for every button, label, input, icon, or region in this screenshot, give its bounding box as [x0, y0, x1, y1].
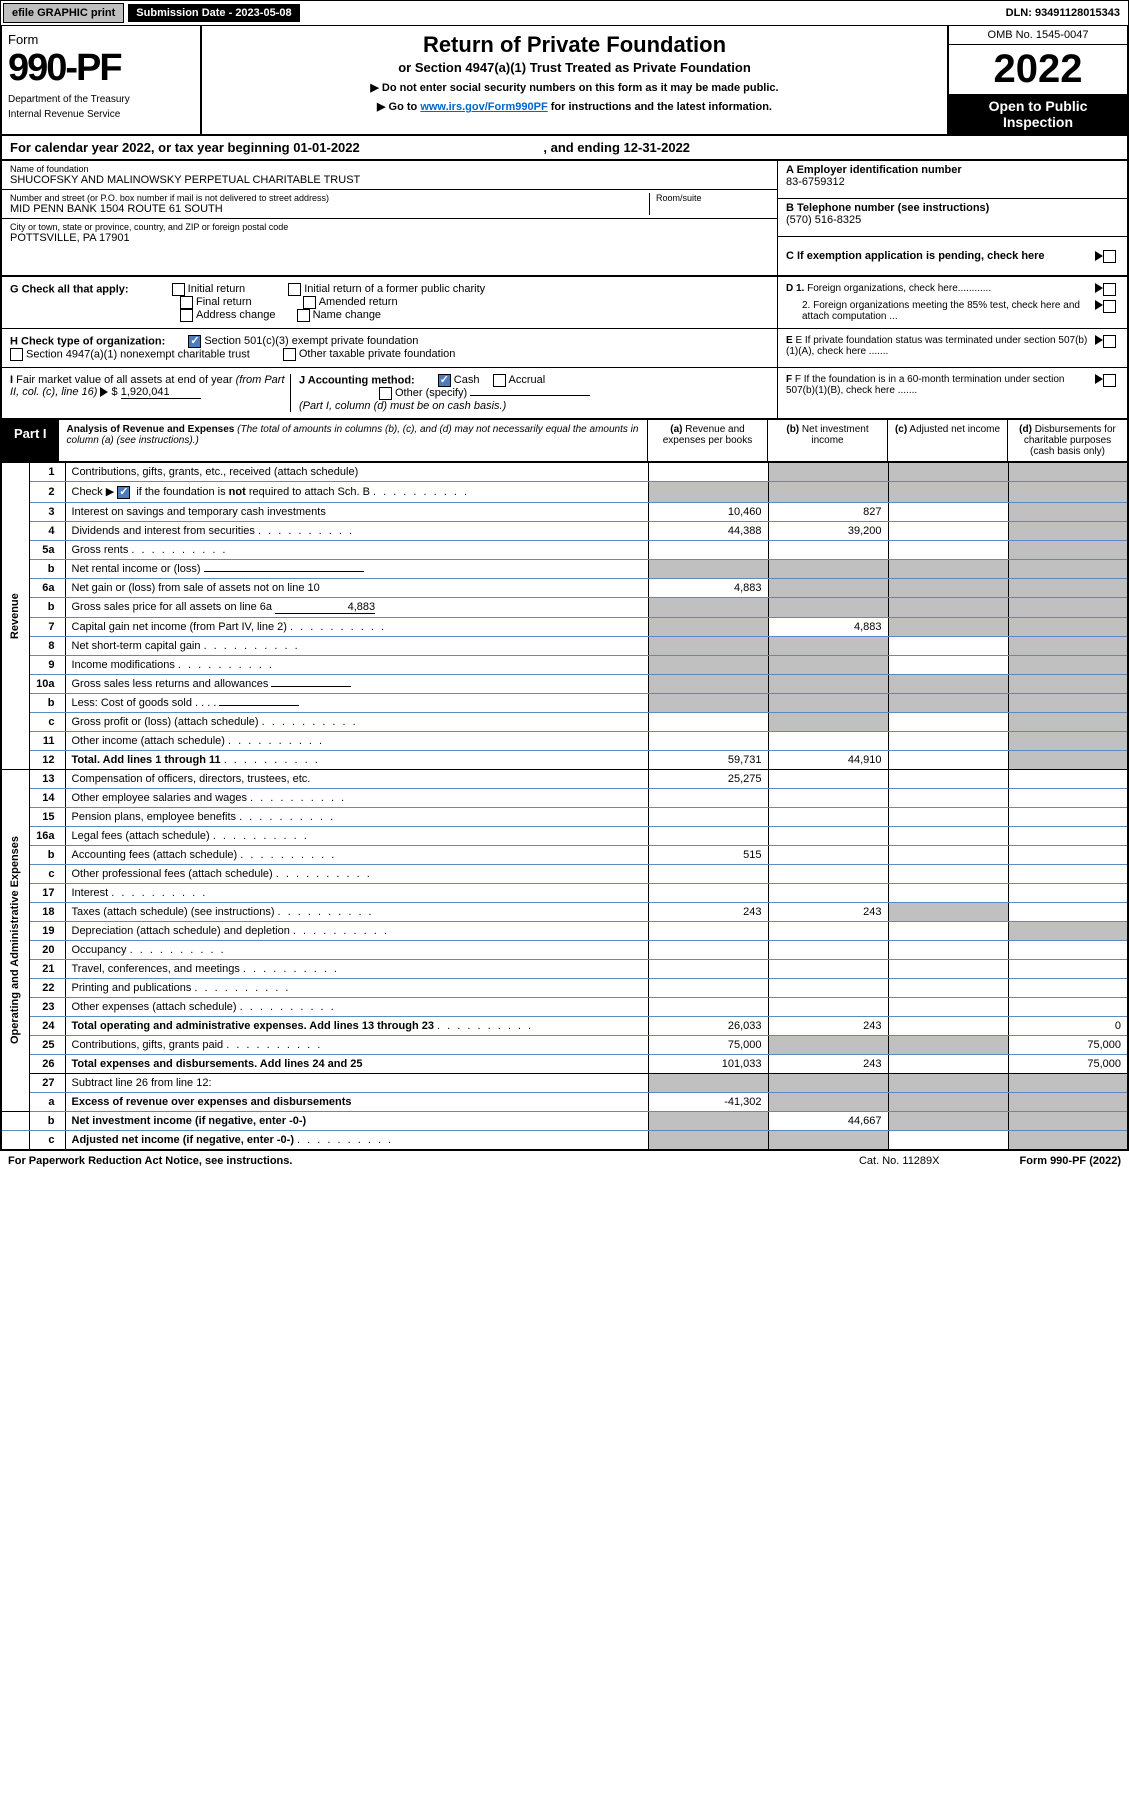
check-e: E E If private foundation status was ter…: [777, 329, 1127, 367]
ein-row: A Employer identification number 83-6759…: [778, 161, 1127, 199]
arrow-icon: [1095, 251, 1103, 261]
omb-number: OMB No. 1545-0047: [949, 26, 1127, 45]
form-title: Return of Private Foundation: [208, 32, 941, 58]
arrow-icon: [100, 387, 108, 397]
cb-other-method[interactable]: [379, 387, 392, 400]
cb-d1[interactable]: [1103, 283, 1116, 296]
cat-number: Cat. No. 11289X: [859, 1155, 940, 1167]
checkbox-c[interactable]: [1103, 250, 1116, 263]
irs-text: Internal Revenue Service: [8, 109, 194, 120]
city-row: City or town, state or province, country…: [2, 219, 777, 247]
cb-other-tax[interactable]: [283, 348, 296, 361]
col-a-header: (a) Revenue and expenses per books: [647, 420, 767, 461]
col-c-header: (c) Adjusted net income: [887, 420, 1007, 461]
cb-f[interactable]: [1103, 374, 1116, 387]
form-subtitle: or Section 4947(a)(1) Trust Treated as P…: [208, 60, 941, 75]
form-ref: Form 990-PF (2022): [1020, 1155, 1122, 1167]
cb-accrual[interactable]: [493, 374, 506, 387]
cb-501c3[interactable]: [188, 335, 201, 348]
address-row: Number and street (or P.O. box number if…: [2, 190, 777, 219]
part1-header: Part I Analysis of Revenue and Expenses …: [0, 420, 1129, 463]
arrow-icon: [1095, 283, 1103, 293]
check-g: G Check all that apply: Initial return I…: [2, 277, 777, 328]
arrow-icon: [1095, 335, 1103, 345]
foundation-name-row: Name of foundation SHUCOFSKY AND MALINOW…: [2, 161, 777, 190]
footer: For Paperwork Reduction Act Notice, see …: [0, 1151, 1129, 1171]
form-label: Form: [8, 32, 194, 47]
cb-e[interactable]: [1103, 335, 1116, 348]
note2: ▶ Go to www.irs.gov/Form990PF for instru…: [208, 100, 941, 113]
cb-d2[interactable]: [1103, 300, 1116, 313]
calendar-year-row: For calendar year 2022, or tax year begi…: [0, 136, 1129, 161]
cb-address[interactable]: [180, 309, 193, 322]
dept-text: Department of the Treasury: [8, 94, 194, 105]
check-d: D 1. Foreign organizations, check here..…: [777, 277, 1127, 328]
cb-4947[interactable]: [10, 348, 23, 361]
col-b-header: (b) Net investment income: [767, 420, 887, 461]
irs-link[interactable]: www.irs.gov/Form990PF: [420, 101, 547, 113]
cb-final[interactable]: [180, 296, 193, 309]
check-f: F F If the foundation is in a 60-month t…: [777, 368, 1127, 418]
revenue-label: Revenue: [1, 463, 29, 769]
cb-initial[interactable]: [172, 283, 185, 296]
cb-initial-former[interactable]: [288, 283, 301, 296]
check-h: H Check type of organization: Section 50…: [2, 329, 777, 367]
top-bar: efile GRAPHIC print Submission Date - 20…: [0, 0, 1129, 26]
tax-year: 2022: [949, 45, 1127, 94]
cb-schb[interactable]: [117, 486, 130, 499]
info-left: Name of foundation SHUCOFSKY AND MALINOW…: [2, 161, 777, 275]
exemption-row: C If exemption application is pending, c…: [778, 237, 1127, 275]
open-inspection: Open to Public Inspection: [949, 94, 1127, 134]
form-number: 990-PF: [8, 47, 194, 90]
paperwork-notice: For Paperwork Reduction Act Notice, see …: [8, 1155, 292, 1167]
check-section: G Check all that apply: Initial return I…: [0, 277, 1129, 420]
cb-cash[interactable]: [438, 374, 451, 387]
header-center: Return of Private Foundation or Section …: [202, 26, 947, 134]
part1-table: Revenue 1Contributions, gifts, grants, e…: [0, 463, 1129, 1151]
part-label: Part I: [2, 420, 59, 461]
arrow-icon: [1095, 300, 1103, 310]
header-right: OMB No. 1545-0047 2022 Open to Public In…: [947, 26, 1127, 134]
check-ij: I Fair market value of all assets at end…: [2, 368, 777, 418]
header-left: Form 990-PF Department of the Treasury I…: [2, 26, 202, 134]
dln-text: DLN: 93491128015343: [998, 4, 1128, 22]
arrow-icon: [1095, 374, 1103, 384]
part-desc: Analysis of Revenue and Expenses (The to…: [59, 420, 647, 461]
submission-date: Submission Date - 2023-05-08: [128, 4, 299, 22]
cb-name[interactable]: [297, 309, 310, 322]
info-right: A Employer identification number 83-6759…: [777, 161, 1127, 275]
phone-row: B Telephone number (see instructions) (5…: [778, 199, 1127, 237]
expenses-label: Operating and Administrative Expenses: [1, 769, 29, 1111]
efile-button[interactable]: efile GRAPHIC print: [3, 3, 124, 23]
col-d-header: (d) Disbursements for charitable purpose…: [1007, 420, 1127, 461]
note1: ▶ Do not enter social security numbers o…: [208, 81, 941, 94]
form-header: Form 990-PF Department of the Treasury I…: [0, 26, 1129, 136]
cb-amended[interactable]: [303, 296, 316, 309]
info-grid: Name of foundation SHUCOFSKY AND MALINOW…: [0, 161, 1129, 277]
